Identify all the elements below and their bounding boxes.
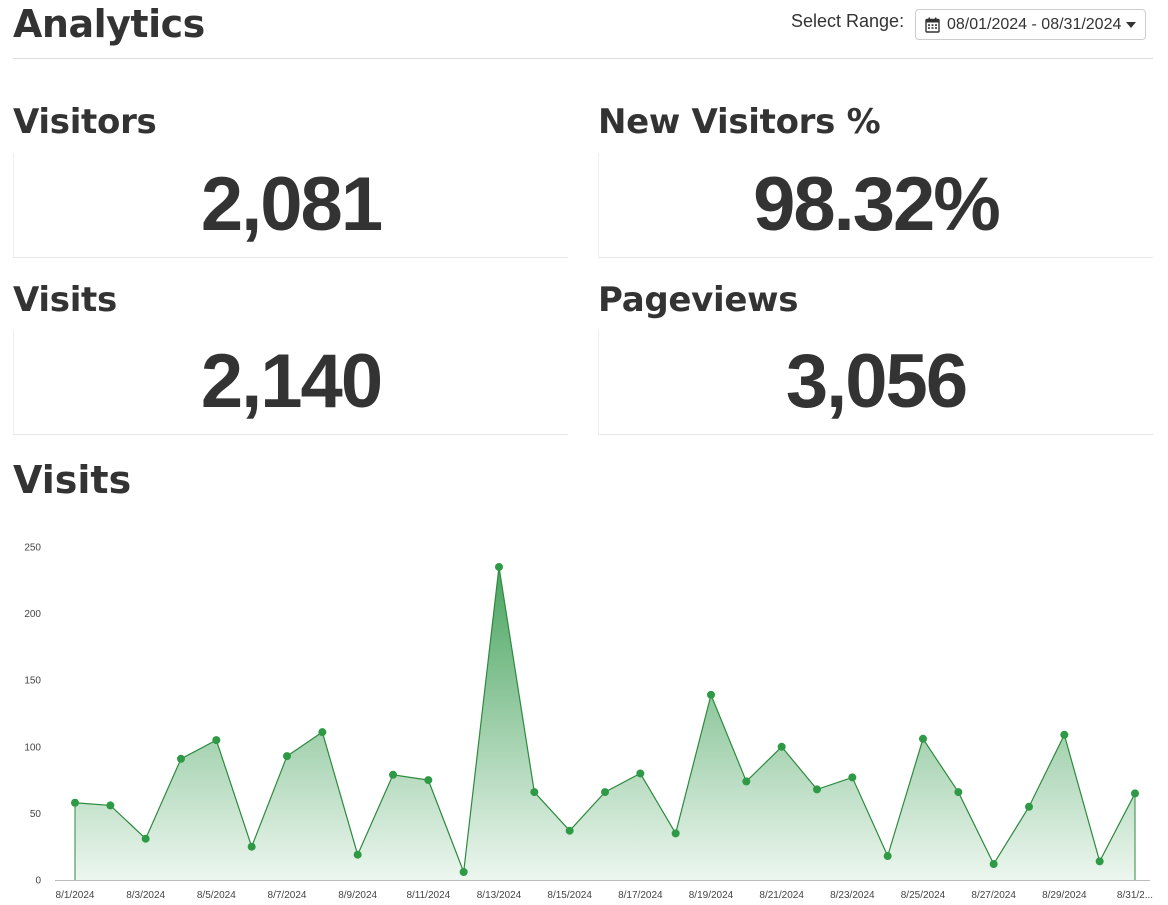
data-point <box>106 801 115 810</box>
data-point <box>636 769 645 778</box>
data-point <box>1131 789 1139 798</box>
x-tick-label: 8/23/2024 <box>830 890 875 901</box>
x-tick-label: 8/11/2024 <box>406 890 450 901</box>
visitors-value: 2,081 <box>200 162 383 247</box>
data-point <box>353 850 362 859</box>
data-point <box>813 785 821 794</box>
x-tick-label: 8/19/2024 <box>689 890 734 901</box>
visits-area-chart: 0 50 100 150 200 250 8/1/2024 8/3/2024 8/5/2024… <box>24 543 1153 902</box>
x-tick-label: 8/1/2024 <box>56 890 95 901</box>
new-visitors-value: 98.32% <box>753 162 1001 247</box>
visitors-card: 2,081 <box>13 153 568 258</box>
x-tick-label: 8/21/2024 <box>759 890 804 901</box>
new-visitors-card: 98.32% <box>598 153 1153 258</box>
data-point <box>989 860 998 869</box>
data-point <box>459 868 468 877</box>
x-tick-label: 8/27/2024 <box>971 890 1016 901</box>
data-point <box>919 734 927 743</box>
caret-down-icon <box>1126 21 1137 28</box>
data-point <box>247 842 256 851</box>
select-range-label: Select Range: <box>791 11 905 31</box>
data-point <box>530 788 539 797</box>
x-tick-label: 8/15/2024 <box>547 890 592 901</box>
pageviews-value: 3,056 <box>785 339 968 424</box>
data-point <box>954 788 963 797</box>
x-tick-label: 8/25/2024 <box>901 890 946 901</box>
page-title: Analytics <box>13 2 205 46</box>
plot-area <box>71 562 1139 880</box>
data-point <box>424 776 433 785</box>
data-point <box>707 690 715 699</box>
visits-value: 2,140 <box>200 339 383 424</box>
visits-chart-title: Visits <box>13 458 132 502</box>
data-point <box>777 742 786 751</box>
data-point <box>495 562 503 571</box>
data-point <box>141 834 150 843</box>
data-point <box>565 826 574 835</box>
date-range-value: 08/01/2024 - 08/31/2024 <box>947 15 1122 33</box>
data-point <box>1060 730 1069 739</box>
x-tick-label: 8/29/2024 <box>1042 890 1087 901</box>
data-point <box>389 770 397 779</box>
data-point <box>742 777 751 786</box>
x-tick-label: 8/5/2024 <box>197 890 236 901</box>
y-tick-label: 200 <box>24 609 41 620</box>
x-tick-label: 8/31/2... <box>1117 890 1153 901</box>
data-point <box>883 852 892 861</box>
x-tick-label: 8/3/2024 <box>126 890 165 901</box>
data-point <box>212 736 221 745</box>
x-axis: 8/1/2024 8/3/2024 8/5/2024 8/7/2024 8/9/2024… <box>55 880 1153 901</box>
y-tick-label: 50 <box>30 809 42 820</box>
pageviews-card: 3,056 <box>598 330 1153 435</box>
y-tick-label: 150 <box>24 676 41 687</box>
y-tick-label: 100 <box>24 742 41 753</box>
new-visitors-title: New Visitors % <box>598 102 881 142</box>
visitors-title: Visitors <box>13 102 157 142</box>
calendar-icon <box>925 17 940 33</box>
data-point <box>283 752 291 761</box>
x-tick-label: 8/17/2024 <box>618 890 663 901</box>
y-tick-label: 250 <box>24 543 41 554</box>
data-point <box>177 754 185 763</box>
visits-card: 2,140 <box>13 330 568 435</box>
page-header: Analytics Select Range: 08/01/2024 - 08/… <box>13 0 1153 59</box>
data-point <box>671 829 680 838</box>
x-tick-label: 8/9/2024 <box>338 890 377 901</box>
visits-area <box>75 566 1135 880</box>
y-tick-label: 0 <box>35 876 41 887</box>
visits-title: Visits <box>13 280 117 320</box>
date-range-picker[interactable]: 08/01/2024 - 08/31/2024 <box>915 9 1146 40</box>
x-tick-label: 8/13/2024 <box>477 890 522 901</box>
data-point <box>71 798 79 807</box>
data-point <box>848 773 857 782</box>
data-point <box>1095 857 1104 866</box>
data-point <box>318 728 327 737</box>
y-axis: 0 50 100 150 200 250 <box>24 543 41 887</box>
data-point <box>1025 802 1033 811</box>
x-tick-label: 8/7/2024 <box>268 890 307 901</box>
pageviews-title: Pageviews <box>598 280 799 320</box>
data-point <box>601 788 609 797</box>
